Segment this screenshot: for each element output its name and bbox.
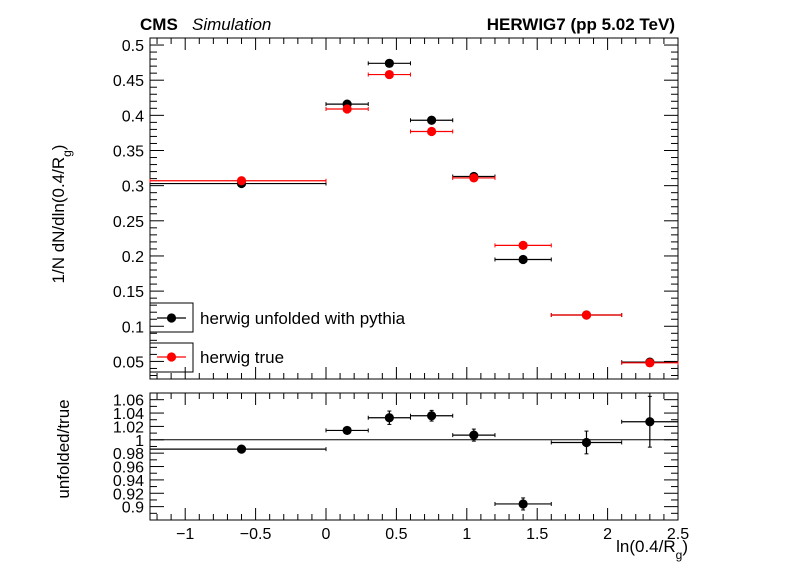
point-unfolded — [384, 58, 394, 68]
point-unfolded — [518, 254, 528, 265]
x-tick-label: 1 — [462, 526, 471, 543]
point-true — [236, 176, 247, 186]
top-y-axis-title-close: ) — [49, 145, 68, 151]
ratio-point — [427, 411, 437, 421]
x-tick-label: −1 — [176, 526, 194, 543]
x-axis-title-main: ln(0.4/R — [616, 537, 676, 556]
x-tick-label: 1.5 — [526, 526, 548, 543]
top-panel: 0.05 0.1 0.15 0.2 0.25 0.3 0.35 0.4 0.45 0.5 herw… — [49, 37, 679, 380]
legend: herwig unfolded with pythia herwig true — [149, 302, 406, 373]
x-tick-label: 2 — [603, 526, 612, 543]
point-unfolded — [427, 115, 437, 125]
top-y-axis-title-main: 1/N dN/dln(0.4/R — [49, 157, 68, 284]
legend-label-unfolded: herwig unfolded with pythia — [200, 309, 406, 328]
point-true — [384, 69, 394, 80]
ratio-y-tick-label: 1 — [135, 433, 144, 450]
x-tick-label: 2.5 — [667, 526, 689, 543]
ratio-y-tick-label: 1.04 — [113, 406, 144, 423]
point-true — [427, 126, 437, 137]
ratio-y-tick-label: 0.96 — [113, 460, 144, 477]
ratio-y-tick-label: 0.9 — [122, 500, 144, 517]
ratio-point — [469, 430, 479, 440]
ratio-point — [581, 437, 592, 448]
point-true — [342, 104, 352, 114]
x-axis-title: ln(0.4/Rg) — [616, 537, 688, 562]
top-data-layer — [149, 58, 679, 368]
ratio-y-axis-title: unfolded/true — [54, 399, 73, 498]
ratio-y-tick-label: 0.92 — [113, 486, 144, 503]
legend-label-true: herwig true — [200, 348, 284, 367]
legend-swatch-box-black — [149, 302, 194, 333]
x-axis-title-sub: g — [676, 548, 683, 562]
top-frame — [149, 37, 679, 380]
top-y-tick-label: 0.05 — [113, 354, 144, 371]
point-true — [581, 310, 592, 320]
ratio-y-tick-label: 1.02 — [113, 419, 144, 436]
ratio-point — [384, 413, 394, 423]
top-y-tick-label: 0.4 — [122, 108, 144, 125]
top-y-axis-title-sub: g — [60, 150, 74, 157]
top-y-tick-label: 0.25 — [113, 214, 144, 231]
x-tick-label: 0.5 — [385, 526, 407, 543]
point-true — [645, 358, 655, 368]
top-y-tick-label: 0.15 — [113, 284, 144, 301]
point-true — [518, 240, 528, 251]
ratio-point — [236, 444, 247, 454]
top-y-tick-label: 0.2 — [122, 249, 144, 266]
experiment-label: CMS — [140, 15, 178, 34]
top-y-tick-label: 0.1 — [122, 319, 144, 336]
ratio-y-tick-label: 0.94 — [113, 473, 144, 490]
ratio-frame — [149, 392, 679, 521]
top-y-tick-label: 0.45 — [113, 73, 144, 90]
x-tick-label: −0.5 — [240, 526, 272, 543]
top-y-tick-label: 0.3 — [122, 179, 144, 196]
ratio-y-tick-label: 1.06 — [113, 393, 144, 410]
legend-marker-red — [166, 352, 177, 362]
top-axis-ticks: 0.05 0.1 0.15 0.2 0.25 0.3 0.35 0.4 0.45 0.5 — [113, 37, 679, 379]
ratio-point — [342, 425, 352, 436]
top-y-axis-title: 1/N dN/dln(0.4/Rg) — [49, 145, 74, 284]
ratio-y-tick-label: 0.98 — [113, 446, 144, 463]
sample-label: HERWIG7 (pp 5.02 TeV) — [487, 15, 675, 34]
x-tick-label: 0 — [322, 526, 331, 543]
ratio-point — [518, 499, 528, 509]
top-y-tick-label: 0.35 — [113, 143, 144, 160]
x-axis-title-close: ) — [682, 537, 688, 556]
point-true — [469, 173, 479, 183]
experiment-note: Simulation — [192, 15, 271, 34]
legend-swatch-box-red — [149, 342, 194, 373]
ratio-point — [645, 417, 655, 427]
legend-marker-black — [166, 313, 177, 323]
top-y-tick-label: 0.5 — [122, 38, 144, 55]
ratio-data-layer — [149, 395, 679, 511]
